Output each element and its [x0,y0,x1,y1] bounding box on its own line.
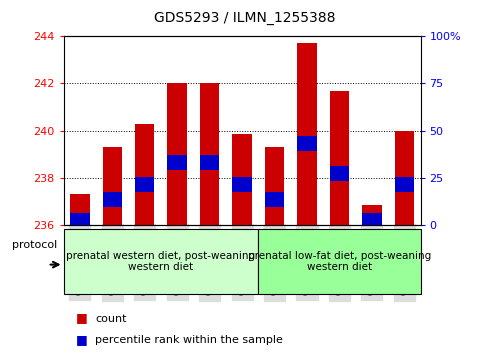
Bar [102,192,122,207]
Text: count: count [95,314,126,324]
Bar [297,44,316,225]
Bar [329,91,348,225]
Bar [264,147,284,225]
Bar [102,147,122,225]
Text: GDS5293 / ILMN_1255388: GDS5293 / ILMN_1255388 [153,11,335,25]
Text: prenatal western diet, post-weaning
western diet: prenatal western diet, post-weaning west… [66,250,255,272]
Bar [232,178,251,192]
Bar [232,134,251,225]
Text: ■: ■ [76,311,87,324]
Bar [200,83,219,225]
Bar [297,136,316,151]
Bar [167,83,186,225]
Bar [135,178,154,192]
FancyBboxPatch shape [63,229,258,294]
Bar [329,166,348,181]
Bar [394,131,413,225]
FancyBboxPatch shape [258,229,420,294]
Bar [200,155,219,170]
Text: prenatal low-fat diet, post-weaning
western diet: prenatal low-fat diet, post-weaning west… [247,250,430,272]
Text: ■: ■ [76,333,87,346]
Bar [394,178,413,192]
Bar [167,155,186,170]
Bar [264,192,284,207]
Text: protocol: protocol [12,240,58,250]
Text: percentile rank within the sample: percentile rank within the sample [95,335,283,346]
Bar [362,213,381,228]
Bar [70,213,89,228]
Bar [70,195,89,225]
Bar [135,124,154,225]
Bar [362,205,381,225]
